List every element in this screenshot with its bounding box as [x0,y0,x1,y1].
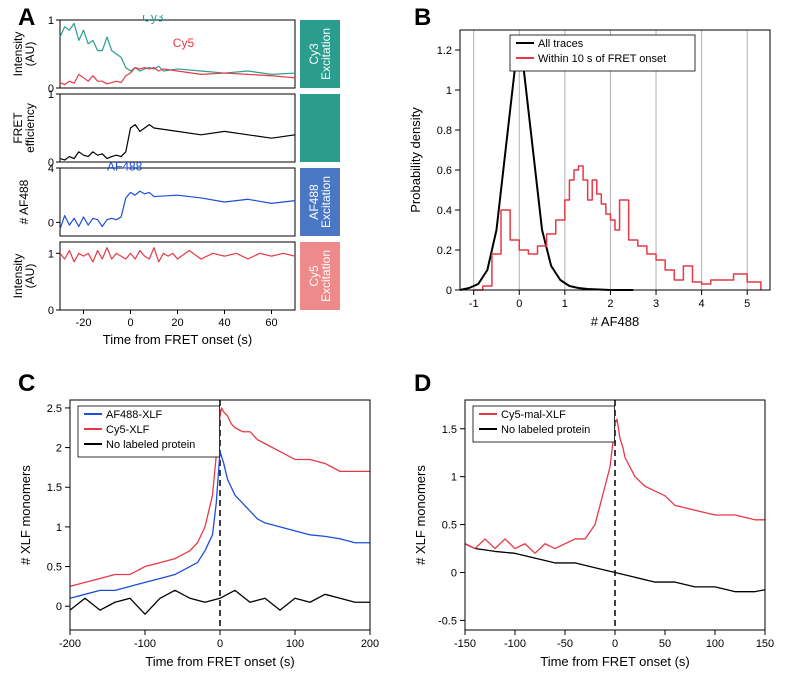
svg-text:# AF488: # AF488 [17,179,31,224]
svg-text:2.5: 2.5 [47,403,62,415]
svg-text:Intensity(AU): Intensity(AU) [11,254,37,299]
svg-text:100: 100 [706,638,724,650]
svg-text:Time from FRET onset (s): Time from FRET onset (s) [145,654,295,669]
svg-text:AF488-XLF: AF488-XLF [106,409,163,421]
svg-text:1: 1 [446,85,452,97]
panel-D: -150 -100 -50 0 50 100 150 Time from FRET onset… [410,390,775,675]
svg-text:2: 2 [607,298,613,310]
svg-text:0: 0 [127,317,133,329]
svg-text:Cy5-XLF: Cy5-XLF [106,424,150,436]
svg-text:Cy5-mal-XLF: Cy5-mal-XLF [501,409,566,421]
svg-text:1: 1 [48,248,54,260]
svg-text:Time from FRET onset (s): Time from FRET onset (s) [103,332,253,347]
svg-text:-150: -150 [454,638,476,650]
svg-text:1.2: 1.2 [437,45,452,57]
svg-text:-1: -1 [469,298,479,310]
svg-text:1: 1 [562,298,568,310]
svg-text:0.5: 0.5 [47,562,62,574]
svg-text:0.8: 0.8 [437,125,452,137]
svg-text:-20: -20 [76,317,92,329]
svg-text:40: 40 [218,317,230,329]
svg-text:1.5: 1.5 [47,482,62,494]
svg-text:Probability density: Probability density [408,107,423,213]
figure: A B C D Cy3Cy501Intensity(AU)Cy3Excitati… [0,0,800,664]
svg-text:0: 0 [446,285,452,297]
svg-text:0.5: 0.5 [442,520,457,532]
panel-A: Cy3Cy501Intensity(AU)Cy3Excitation01FRET… [5,15,375,360]
svg-text:0: 0 [217,638,223,650]
svg-text:1.5: 1.5 [442,424,457,436]
svg-text:200: 200 [361,638,379,650]
svg-text:0: 0 [48,305,54,317]
svg-text:4: 4 [699,298,705,310]
svg-text:-100: -100 [504,638,526,650]
svg-text:# XLF monomers: # XLF monomers [413,465,428,565]
svg-text:0: 0 [516,298,522,310]
svg-text:3: 3 [653,298,659,310]
svg-text:150: 150 [756,638,774,650]
svg-text:0.4: 0.4 [437,205,452,217]
svg-text:1: 1 [451,472,457,484]
panel-C: -200 -100 0 100 200 Time from FRET onset (s) 0… [15,390,380,675]
svg-text:50: 50 [659,638,671,650]
panel-B: -1 0 1 2 3 4 5 # AF488 0 0.2 0.4 0.6 0.8 1 1.2 Probabil… [405,20,780,335]
svg-text:-50: -50 [557,638,573,650]
svg-text:Time from FRET onset (s): Time from FRET onset (s) [540,654,690,669]
svg-text:4: 4 [48,163,54,175]
svg-text:All traces: All traces [538,38,584,50]
svg-text:5: 5 [744,298,750,310]
svg-text:1: 1 [48,89,54,101]
svg-text:0.2: 0.2 [437,245,452,257]
svg-text:0: 0 [612,638,618,650]
svg-text:No labeled protein: No labeled protein [106,439,195,451]
svg-text:1: 1 [48,15,54,27]
svg-text:Intensity(AU): Intensity(AU) [11,32,37,77]
svg-text:-100: -100 [134,638,156,650]
svg-text:-200: -200 [59,638,81,650]
svg-text:100: 100 [286,638,304,650]
svg-text:Cy3: Cy3 [142,15,164,24]
svg-text:# XLF monomers: # XLF monomers [18,465,33,565]
svg-text:AF488: AF488 [107,160,143,174]
svg-text:20: 20 [171,317,183,329]
svg-text:0: 0 [48,217,54,229]
svg-text:FRETefficiency: FRETefficiency [11,103,37,153]
svg-text:Cy5: Cy5 [173,36,195,50]
svg-text:0.6: 0.6 [437,165,452,177]
svg-text:No labeled protein: No labeled protein [501,424,590,436]
svg-text:# AF488: # AF488 [591,314,639,329]
svg-text:-0.5: -0.5 [438,615,457,627]
svg-text:0: 0 [56,601,62,613]
svg-text:1: 1 [56,522,62,534]
svg-text:60: 60 [265,317,277,329]
svg-text:Within 10 s of FRET onset: Within 10 s of FRET onset [538,53,666,65]
svg-text:2: 2 [56,443,62,455]
svg-text:0: 0 [451,568,457,580]
